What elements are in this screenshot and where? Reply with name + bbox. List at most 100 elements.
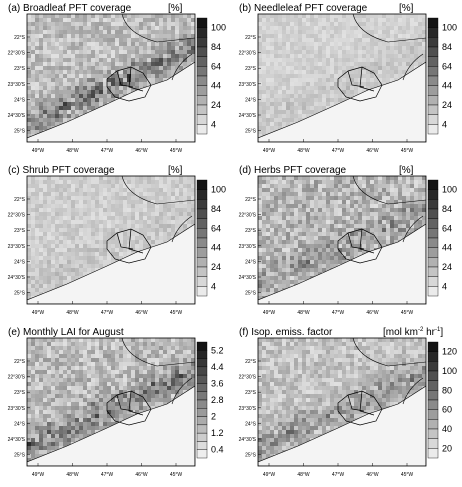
- cell: [398, 236, 402, 240]
- cell: [350, 34, 354, 38]
- cell: [282, 240, 286, 244]
- cell: [27, 62, 31, 66]
- cell: [354, 232, 358, 236]
- cell: [83, 58, 87, 62]
- cell: [167, 212, 171, 216]
- cell: [318, 102, 322, 106]
- cell: [35, 264, 39, 268]
- unit: [%]: [399, 165, 414, 176]
- cell: [47, 220, 51, 224]
- cell: [79, 38, 83, 42]
- cell: [330, 224, 334, 228]
- cell: [258, 122, 262, 126]
- cell: [67, 42, 71, 46]
- cell: [95, 228, 99, 232]
- cell: [410, 212, 414, 216]
- cell: [318, 14, 322, 18]
- cell: [390, 196, 394, 200]
- cell: [131, 196, 135, 200]
- cell: [91, 46, 95, 50]
- cell: [55, 216, 59, 220]
- cell: [67, 22, 71, 26]
- cell: [402, 42, 406, 46]
- cell: [35, 42, 39, 46]
- cell: [43, 212, 47, 216]
- cell: [83, 228, 87, 232]
- cell: [71, 220, 75, 224]
- cell: [59, 180, 63, 184]
- cell: [51, 110, 55, 114]
- cell: [183, 50, 187, 54]
- cell: [330, 58, 334, 62]
- cell: [326, 98, 330, 102]
- cell: [75, 216, 79, 220]
- cell: [107, 184, 111, 188]
- cell: [63, 264, 67, 268]
- cell: [298, 240, 302, 244]
- cell: [147, 176, 151, 180]
- cell: [334, 46, 338, 50]
- cell: [63, 30, 67, 34]
- cell: [99, 200, 103, 204]
- cell: [171, 220, 175, 224]
- cell: [386, 208, 390, 212]
- cell: [334, 200, 338, 204]
- cell: [47, 184, 51, 188]
- cell: [51, 228, 55, 232]
- cell: [35, 26, 39, 30]
- cell: [43, 58, 47, 62]
- cell: [175, 50, 179, 54]
- cell: [290, 74, 294, 78]
- cell: [294, 196, 298, 200]
- cell: [262, 228, 266, 232]
- cell: [35, 78, 39, 82]
- cell: [422, 42, 426, 46]
- cell: [366, 188, 370, 192]
- cell: [358, 212, 362, 216]
- cell: [410, 176, 414, 180]
- cell: [330, 66, 334, 70]
- cell: [63, 118, 67, 122]
- cell: [274, 90, 278, 94]
- cell: [99, 196, 103, 200]
- cell: [262, 224, 266, 228]
- cell: [298, 184, 302, 188]
- panel-title: (a) Broadleaf PFT coverage: [8, 3, 132, 14]
- cell: [306, 224, 310, 228]
- cell: [286, 176, 290, 180]
- cell: [314, 236, 318, 240]
- cell: [83, 240, 87, 244]
- cell: [39, 46, 43, 50]
- cell: [59, 224, 63, 228]
- cell: [326, 86, 330, 90]
- cell: [370, 78, 374, 82]
- cell: [191, 188, 195, 192]
- cell: [262, 22, 266, 26]
- cell: [43, 50, 47, 54]
- cell: [83, 98, 87, 102]
- cell: [306, 86, 310, 90]
- cell: [314, 26, 318, 30]
- cell: [31, 90, 35, 94]
- cell: [282, 216, 286, 220]
- cell: [346, 180, 350, 184]
- cell: [306, 14, 310, 18]
- cell: [358, 196, 362, 200]
- cell: [123, 38, 127, 42]
- cell: [386, 42, 390, 46]
- cell: [75, 98, 79, 102]
- cell: [59, 212, 63, 216]
- cell: [143, 50, 147, 54]
- cell: [294, 180, 298, 184]
- cell: [318, 196, 322, 200]
- cell: [31, 180, 35, 184]
- cell: [382, 14, 386, 18]
- cell: [163, 176, 167, 180]
- cell: [155, 74, 159, 78]
- cell: [366, 58, 370, 62]
- cell: [71, 30, 75, 34]
- cell: [51, 58, 55, 62]
- cell: [175, 212, 179, 216]
- cell: [51, 118, 55, 122]
- cell: [47, 54, 51, 58]
